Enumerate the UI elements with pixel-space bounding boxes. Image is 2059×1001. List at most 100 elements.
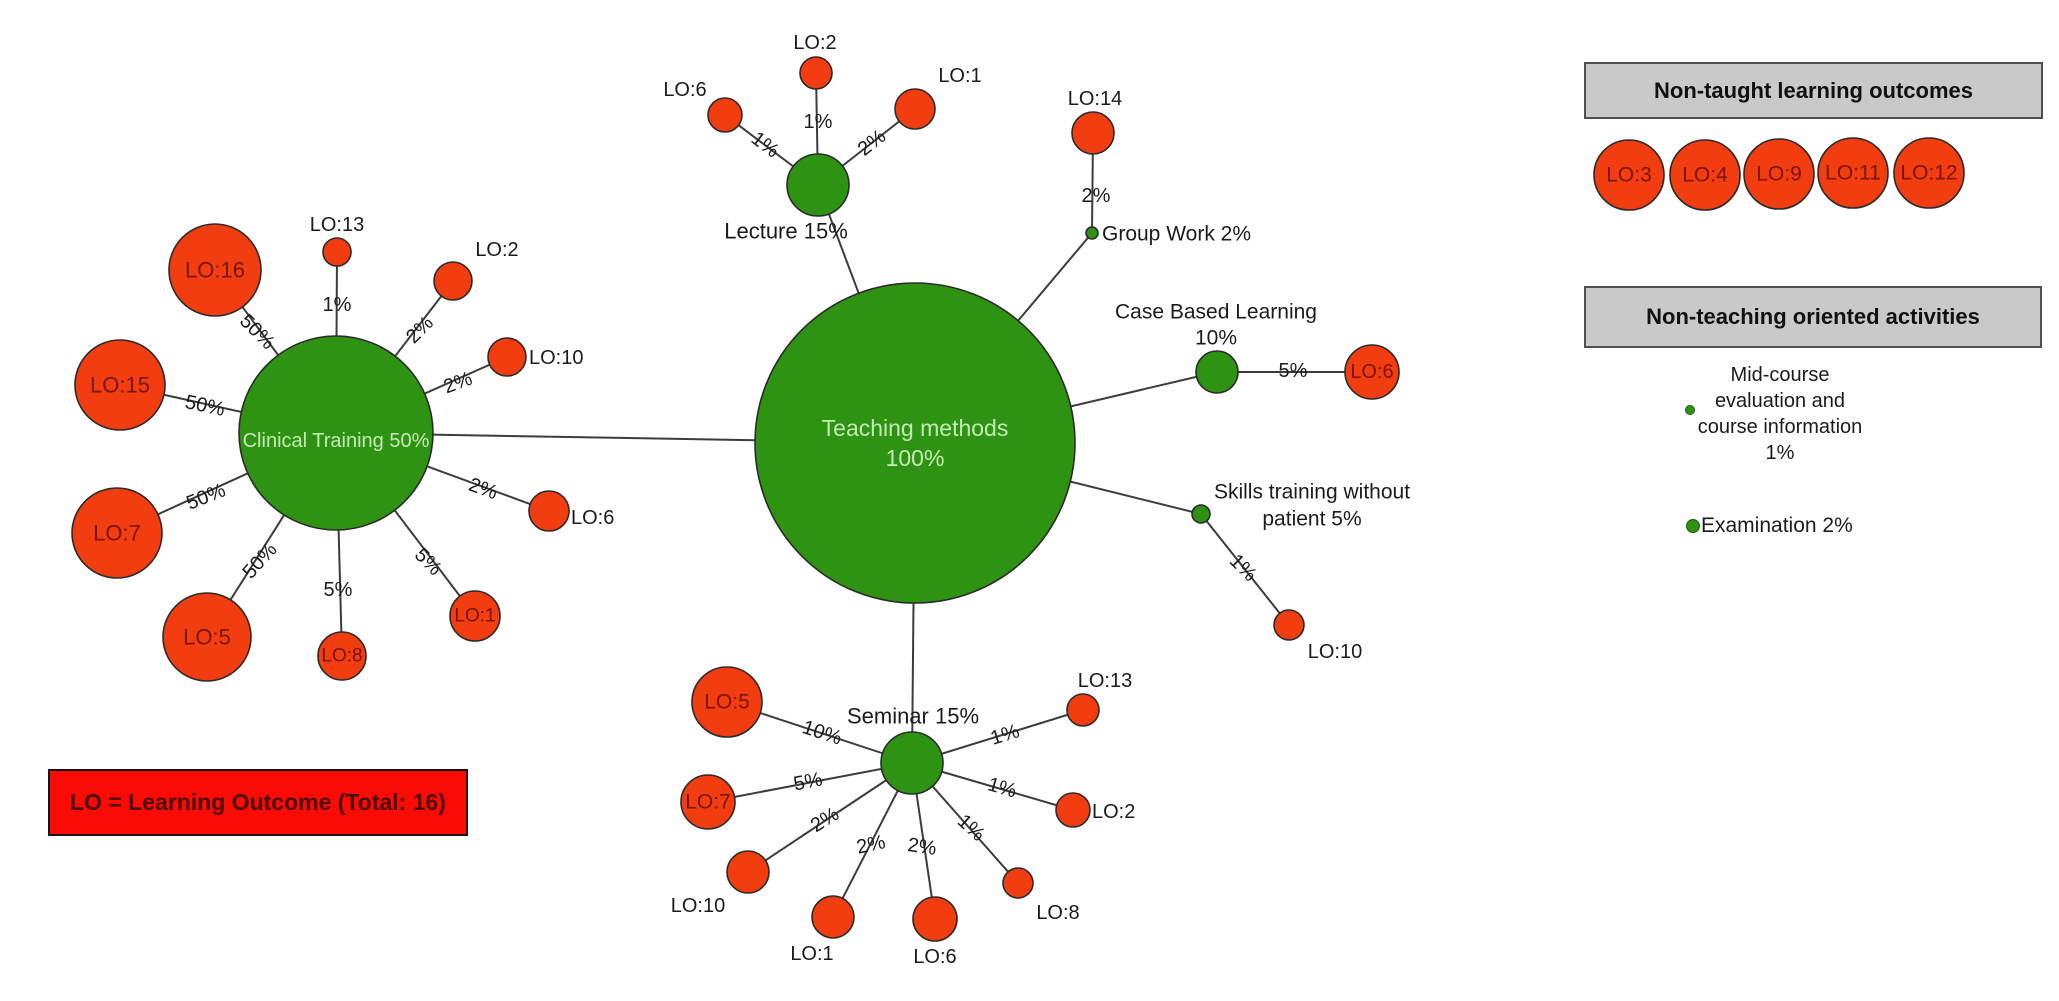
- node-slo1: [811, 895, 855, 939]
- midcourse-label: Mid-course evaluation and course informa…: [1697, 364, 1863, 464]
- edge-sem-slo10: [747, 762, 913, 873]
- legend-box: LO = Learning Outcome (Total: 16): [48, 769, 468, 836]
- node-ct: [238, 335, 434, 531]
- edge-label-sem-slo5: 10%: [800, 716, 845, 749]
- node-slo5: [691, 666, 763, 738]
- label-slo5: LO:5: [704, 691, 750, 714]
- non-teaching-title: Non-teaching oriented activities: [1646, 304, 1980, 329]
- label-sem: Seminar 15%: [847, 704, 979, 729]
- node-slo6: [912, 896, 958, 942]
- label-lo14: LO:14: [1068, 88, 1122, 110]
- edge-label-lec-llo1: 2%: [854, 125, 890, 160]
- edge-label-sem-slo1: 2%: [855, 831, 888, 859]
- edge-label-sem-slo7: 5%: [792, 768, 825, 795]
- edge-sem-slo7: [707, 762, 913, 803]
- node-cl2: [433, 261, 473, 301]
- label-clo6: LO:6: [1350, 361, 1393, 383]
- label-cl7: LO:7: [93, 521, 141, 546]
- label-cl16: LO:16: [185, 258, 245, 283]
- edge-label-ct-cl7: 50%: [183, 479, 229, 514]
- edge-label-sem-slo6: 2%: [906, 834, 938, 860]
- node-llo2: [799, 56, 833, 90]
- node-slo7: [680, 774, 736, 830]
- edge-label-sem-slo13: 1%: [988, 720, 1022, 750]
- node-cl6: [528, 490, 570, 532]
- label-gw: Group Work 2%: [1102, 223, 1251, 246]
- node-nt3: [1593, 139, 1665, 211]
- label-nt9: LO:9: [1756, 163, 1802, 186]
- node-cl13: [322, 237, 352, 267]
- label-cl10: LO:10: [529, 347, 583, 369]
- label-llo6: LO:6: [663, 79, 706, 101]
- label-slo13: LO:13: [1078, 670, 1132, 692]
- node-lo14: [1071, 111, 1115, 155]
- node-cl8: [317, 631, 367, 681]
- label-slo10x: LO:10: [1308, 641, 1362, 663]
- edge-label-ct-cl13: 1%: [323, 294, 352, 316]
- label-cl15: LO:15: [90, 373, 150, 398]
- label-nt3: LO:3: [1606, 164, 1652, 187]
- node-nt4: [1669, 139, 1741, 211]
- non-taught-title: Non-taught learning outcomes: [1654, 77, 1973, 103]
- edge-label-ct-cl8: 5%: [324, 579, 353, 601]
- label-cl5: LO:5: [183, 625, 231, 650]
- node-gw: [1085, 226, 1099, 240]
- label-ct: Clinical Training 50%: [243, 430, 430, 452]
- examination-label: Examination 2%: [1701, 514, 1853, 537]
- node-llo1: [894, 88, 936, 130]
- label-nt12: LO:12: [1900, 162, 1957, 185]
- edge-label-cbl-clo6: 5%: [1279, 360, 1308, 382]
- edge-skills-slo10x: [1200, 513, 1290, 626]
- label-cl13: LO:13: [310, 214, 364, 236]
- label-cl6: LO:6: [571, 507, 614, 529]
- label-lec: Lecture 15%: [724, 219, 848, 244]
- edge-label-ct-cl2: 2%: [402, 312, 438, 348]
- legend-label: LO = Learning Outcome (Total: 16): [70, 789, 446, 815]
- node-cl10: [487, 337, 527, 377]
- label-cl8: LO:8: [321, 646, 362, 667]
- node-cbl: [1195, 350, 1239, 394]
- node-lec: [786, 153, 850, 217]
- edge-label-lec-llo6: 1%: [747, 128, 783, 163]
- edge-label-lec-llo2: 1%: [804, 111, 833, 133]
- edge-label-sem-slo2: 1%: [985, 773, 1019, 802]
- node-slo10x: [1273, 609, 1305, 641]
- node-slo10: [726, 850, 770, 894]
- node-nt11: [1817, 137, 1889, 209]
- non-taught-header: Non-taught learning outcomes: [1584, 62, 2043, 119]
- node-cl5: [162, 592, 252, 682]
- label-skills: Skills training without patient 5%: [1214, 481, 1410, 531]
- edge-label-skills-slo10x: 1%: [1225, 550, 1261, 586]
- label-slo2: LO:2: [1092, 801, 1135, 823]
- node-slo8: [1002, 867, 1034, 899]
- midcourse-dot-icon: [1685, 405, 1695, 415]
- label-cl1: LO:1: [454, 606, 495, 627]
- node-sem: [880, 731, 944, 795]
- node-cl1: [449, 590, 501, 642]
- node-nt12: [1893, 137, 1965, 209]
- non-teaching-header: Non-teaching oriented activities: [1584, 286, 2042, 348]
- node-clo6: [1344, 344, 1400, 400]
- node-cl15: [74, 339, 166, 431]
- label-llo1: LO:1: [938, 65, 981, 87]
- label-slo10: LO:10: [671, 895, 725, 917]
- node-slo2: [1055, 792, 1091, 828]
- edge-label-ct-cl1: 5%: [410, 544, 446, 580]
- edge-label-ct-cl15: 50%: [183, 391, 227, 421]
- edge-label-sem-slo10: 2%: [807, 803, 843, 837]
- node-cl7: [71, 487, 163, 579]
- label-cl2: LO:2: [475, 239, 518, 261]
- label-nt11: LO:11: [1825, 162, 1881, 185]
- label-slo8: LO:8: [1036, 902, 1079, 924]
- label-slo1: LO:1: [790, 943, 833, 965]
- label-cbl: Case Based Learning 10%: [1115, 301, 1317, 350]
- label-slo7: LO:7: [685, 791, 731, 814]
- label-slo6: LO:6: [913, 946, 956, 968]
- label-nt4: LO:4: [1682, 164, 1728, 187]
- node-skills: [1191, 504, 1211, 524]
- edge-label-ct-cl6: 2%: [466, 474, 501, 505]
- node-tm: [754, 282, 1076, 604]
- node-llo6: [707, 97, 743, 133]
- examination-dot-icon: [1686, 519, 1700, 533]
